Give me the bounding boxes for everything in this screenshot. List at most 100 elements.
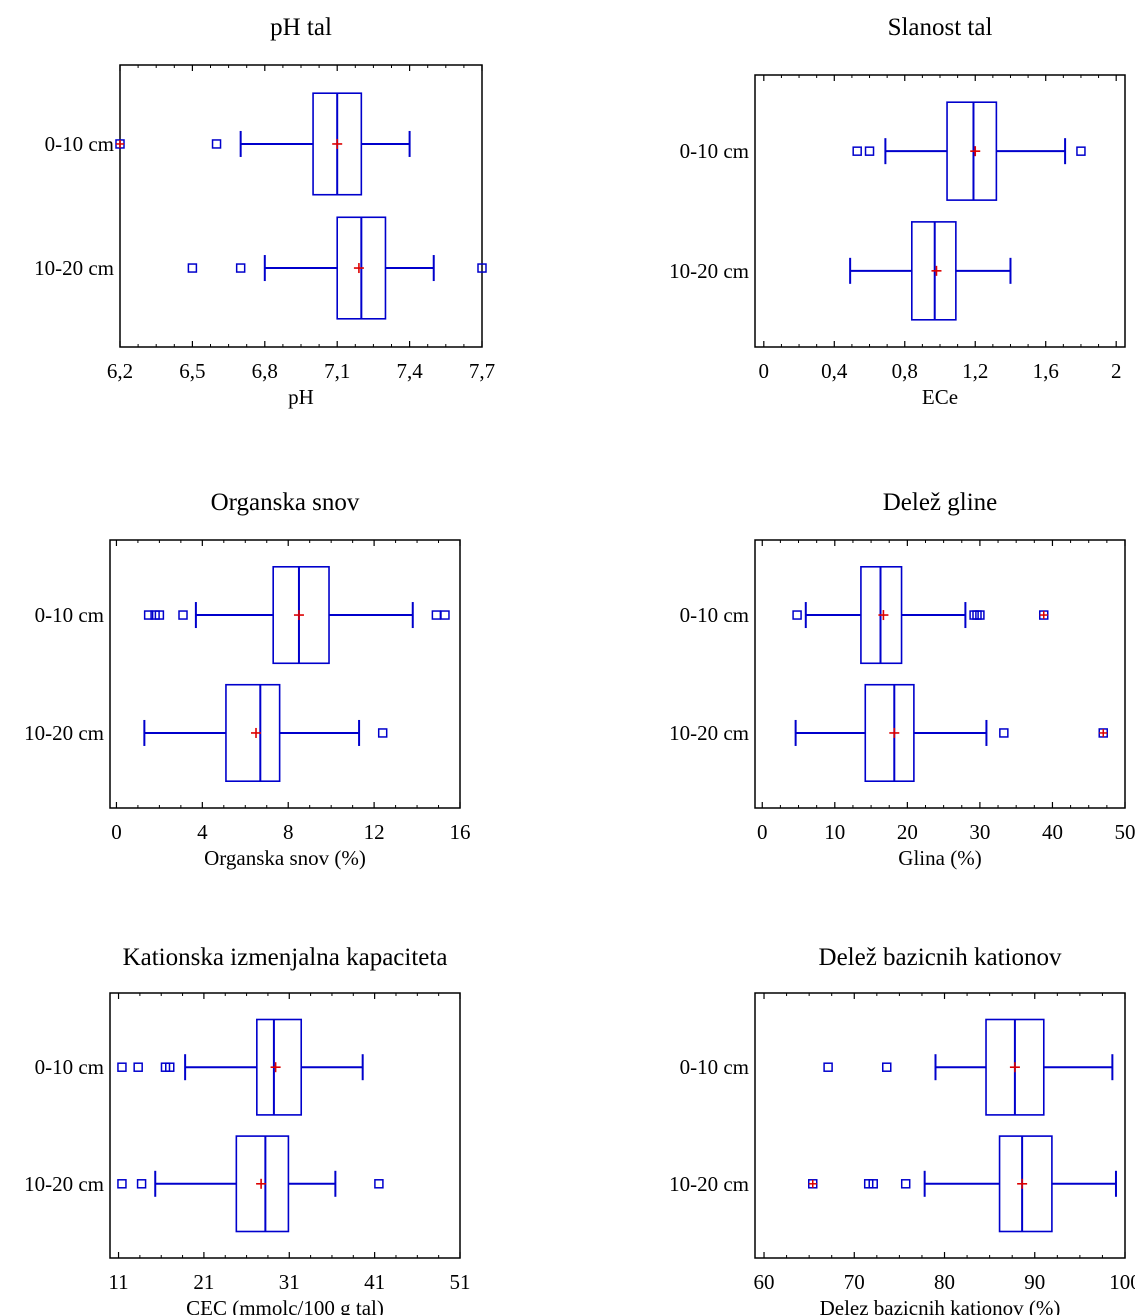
x-tick-label: 10 <box>824 820 845 844</box>
x-tick-label: 8 <box>283 820 294 844</box>
x-axis-label: ECe <box>922 385 958 409</box>
outlier-point <box>882 1062 892 1072</box>
chart-panel-6: Delež bazicnih kationov 60 70 80 90 100 Delez … <box>669 944 1135 1315</box>
x-tick-label: 0,8 <box>892 359 918 383</box>
x-tick-label: 7,4 <box>396 359 423 383</box>
outlier-point <box>187 263 198 273</box>
x-tick-label: 11 <box>108 1270 128 1294</box>
x-tick-label: 51 <box>450 1270 471 1294</box>
x-tick-label: 0 <box>757 820 768 844</box>
outlier-point <box>117 1062 127 1072</box>
outlier-point <box>792 610 802 620</box>
box-1: 0-10 cm <box>45 92 411 196</box>
plot-frame <box>109 539 461 809</box>
x-tick-label: 6,5 <box>179 359 205 383</box>
outlier-point <box>133 1062 143 1072</box>
outlier-mean-marker <box>1039 611 1048 620</box>
outlier-point <box>211 139 222 149</box>
box-2: 10-20 cm <box>24 683 388 782</box>
outlier-point <box>117 1179 127 1189</box>
plot-frame <box>754 539 1126 809</box>
box-1: 0-10 cm <box>680 1018 1114 1116</box>
mean-marker <box>931 265 942 276</box>
x-tick-label: 1,2 <box>962 359 988 383</box>
plot-frame <box>754 74 1126 348</box>
x-tick-label: 20 <box>897 820 918 844</box>
box-2: 10-20 cm <box>24 1135 384 1233</box>
outlier-point <box>154 610 165 620</box>
mean-marker <box>889 727 900 738</box>
x-tick-label: 1,6 <box>1033 359 1059 383</box>
outlier-point <box>1076 146 1086 156</box>
x-tick-label: 2 <box>1111 359 1122 383</box>
chart-title: Slanost tal <box>888 14 993 41</box>
chart-title: Delež gline <box>883 489 998 516</box>
iqr-box <box>946 101 998 201</box>
category-label: 0-10 cm <box>680 1055 749 1079</box>
outlier-point <box>868 1179 878 1189</box>
x-tick-label: 0,4 <box>821 359 848 383</box>
x-axis-label: Glina (%) <box>898 846 981 870</box>
category-label: 10-20 cm <box>24 1172 104 1196</box>
outlier-point <box>975 610 985 620</box>
x-tick-label: 100 <box>1109 1270 1135 1294</box>
chart-panel-3: Organska snov 0 4 8 12 16 Organska snov (%) 0-1… <box>24 489 470 870</box>
iqr-box <box>256 1018 303 1116</box>
plot-frame <box>109 992 461 1259</box>
x-tick-label: 90 <box>1024 1270 1045 1294</box>
x-tick-label: 6,8 <box>252 359 278 383</box>
chart-title: pH tal <box>270 14 332 41</box>
chart-panel-2: Slanost tal 0 0,4 0,8 1,2 1,6 2 ECe 0-10 cm 10-20… <box>669 14 1126 409</box>
x-tick-label: 40 <box>1042 820 1063 844</box>
box-1: 0-10 cm <box>35 1018 364 1116</box>
category-label: 10-20 cm <box>34 256 114 280</box>
mean-marker <box>270 1062 281 1073</box>
outlier-point <box>969 610 979 620</box>
x-axis-label: Organska snov (%) <box>204 846 366 870</box>
x-tick-label: 7,7 <box>469 359 495 383</box>
box-1: 0-10 cm <box>680 101 1086 201</box>
x-tick-label: 16 <box>450 820 471 844</box>
category-label: 10-20 cm <box>669 1172 749 1196</box>
outlier-point <box>374 1179 384 1189</box>
mean-marker <box>970 146 981 157</box>
x-tick-label: 31 <box>279 1270 300 1294</box>
iqr-box <box>998 1135 1053 1233</box>
mean-marker <box>878 610 889 621</box>
chart-title: Organska snov <box>211 489 360 516</box>
x-axis-label: pH <box>288 385 314 409</box>
x-tick-label: 41 <box>364 1270 385 1294</box>
chart-title: Kationska izmenjalna kapaciteta <box>123 944 448 971</box>
plot-frame <box>119 64 483 348</box>
outlier-point <box>864 146 875 156</box>
category-label: 10-20 cm <box>669 259 749 283</box>
x-tick-label: 50 <box>1115 820 1135 844</box>
x-tick-label: 0 <box>111 820 122 844</box>
plot-frame <box>754 992 1126 1259</box>
x-tick-label: 7,1 <box>324 359 350 383</box>
mean-marker <box>1017 1178 1028 1189</box>
box-2: 10-20 cm <box>669 683 1108 782</box>
mean-marker <box>353 263 364 274</box>
box-2: 10-20 cm <box>669 221 1012 321</box>
mean-marker <box>256 1178 267 1189</box>
box-1: 0-10 cm <box>35 565 450 665</box>
outlier-point <box>431 610 442 620</box>
category-label: 10-20 cm <box>669 721 749 745</box>
iqr-box <box>864 683 915 782</box>
mean-marker <box>293 610 304 621</box>
outlier-mean-marker <box>116 139 124 148</box>
outlier-point <box>823 1062 833 1072</box>
x-tick-label: 12 <box>364 820 385 844</box>
x-tick-label: 30 <box>969 820 990 844</box>
chart-panel-1: pH tal 6,2 6,5 6,8 7,1 7,4 7,7 pH 0-10 cm 10-20 c… <box>34 14 495 409</box>
outlier-mean-marker <box>808 1179 817 1188</box>
mean-marker <box>332 138 343 149</box>
category-label: 0-10 cm <box>680 139 749 163</box>
outlier-point <box>972 610 982 620</box>
outlier-point <box>440 610 450 620</box>
x-tick-label: 6,2 <box>107 359 133 383</box>
iqr-box <box>235 1135 290 1233</box>
x-axis-label: CEC (mmolc/100 g tal) <box>186 1296 384 1315</box>
category-label: 0-10 cm <box>45 132 114 156</box>
